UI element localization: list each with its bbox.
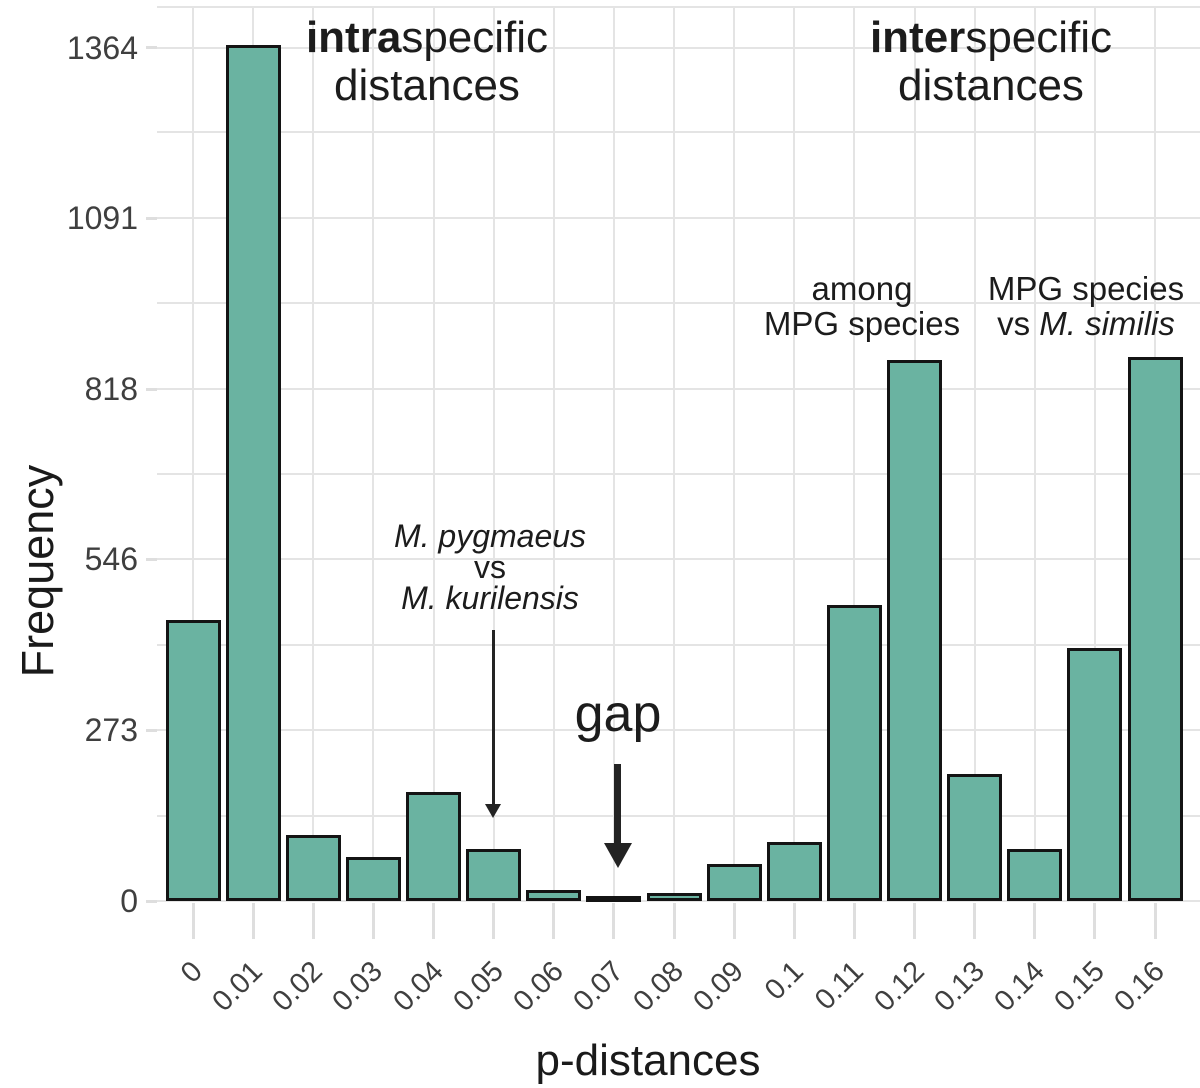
bar-0.09: [706, 863, 762, 901]
x-gridline-0.05: [492, 7, 495, 901]
annotation-among-mpg: among MPG species: [712, 271, 1012, 341]
x-tick-0.12: [913, 903, 916, 939]
x-tick-0.07: [612, 903, 616, 939]
annotation-interspecific: interspecific distances: [791, 14, 1191, 110]
bar-0: [165, 619, 221, 901]
x-gridline-0.06: [552, 7, 555, 901]
y-axis-title: Frequency: [12, 464, 63, 678]
y-gridline-273: [157, 729, 1200, 732]
y-tick-label-273: 273: [84, 712, 138, 749]
x-gridline-0.1: [793, 7, 796, 901]
y-tick-label-1091: 1091: [66, 200, 138, 237]
thin-arrow-shaft: [492, 630, 495, 806]
y-minor-gridline: [157, 302, 1200, 305]
bar-0.02: [285, 835, 341, 901]
x-gridline-0.08: [673, 7, 675, 901]
x-tick-0.05: [492, 903, 496, 939]
bar-0.07: [586, 896, 642, 902]
y-gridline-546: [157, 558, 1200, 561]
bar-0.08: [646, 892, 702, 901]
x-tick-0.04: [432, 903, 435, 939]
annotation-pygmaeus-kurilensis: M. pygmaeus vs M. kurilensis: [340, 518, 640, 616]
bar-0.14: [1007, 849, 1063, 901]
y-minor-gridline: [157, 814, 1200, 817]
y-gridline-818: [157, 388, 1200, 391]
y-tick-label-0: 0: [120, 883, 138, 919]
x-gridline-0.09: [733, 7, 736, 901]
x-gridline-0.03: [372, 7, 375, 901]
y-gridline-1091: [157, 217, 1200, 220]
x-gridline-0.11: [853, 7, 856, 901]
x-tick-0.08: [672, 903, 676, 939]
x-tick-0.16: [1153, 903, 1157, 939]
y-tick-0: [146, 899, 157, 903]
bar-0.1: [766, 841, 822, 901]
annotation-intraspecific-line1: intraspecific: [305, 13, 549, 62]
annotation-interspecific-line2: distances: [898, 61, 1084, 110]
annotation-mpg-vs-similis: MPG species vs M. similis: [936, 271, 1200, 341]
x-gridline-0.07: [612, 7, 615, 901]
y-tick-273: [146, 728, 157, 732]
x-tick-0.02: [311, 903, 315, 939]
x-gridline-0.13: [973, 7, 976, 901]
bar-0.05: [466, 849, 522, 901]
x-tick-0.11: [852, 903, 856, 939]
annotation-pygmaeus-line1: M. pygmaeus: [393, 518, 587, 554]
y-tick-546: [146, 557, 157, 561]
bar-0.11: [826, 605, 882, 901]
y-gridline-1364: [157, 46, 1200, 49]
x-gridline-0: [192, 7, 194, 901]
bar-0.01: [225, 44, 281, 901]
x-tick-0: [191, 903, 195, 939]
bar-0.12: [887, 359, 942, 901]
x-tick-0.06: [552, 903, 556, 939]
y-minor-gridline: [157, 643, 1200, 646]
annotation-pygmaeus-line3: M. kurilensis: [401, 580, 579, 616]
annotation-intraspecific: intraspecific distances: [227, 14, 627, 110]
x-tick-0.01: [251, 903, 255, 939]
y-tick-label-818: 818: [84, 371, 138, 408]
x-tick-0.14: [1033, 903, 1037, 939]
x-tick-0.03: [371, 903, 375, 939]
x-gridline-0.14: [1033, 7, 1036, 901]
y-minor-gridline: [157, 5, 1200, 8]
annotation-interspecific-line1: interspecific: [869, 13, 1113, 62]
bar-0.06: [526, 889, 582, 901]
annotation-mpg-line1: MPG species: [987, 270, 1185, 307]
annotation-gap: gap: [574, 685, 662, 743]
x-gridline-0.02: [312, 7, 315, 901]
annotation-among-line1: among: [811, 270, 913, 307]
annotation-among-line2: MPG species: [763, 305, 961, 342]
thin-arrow-head-icon: [485, 804, 501, 818]
x-gridline-0.04: [432, 7, 435, 901]
y-tick-label-1364: 1364: [66, 29, 138, 66]
bar-0.15: [1067, 647, 1123, 901]
y-minor-gridline: [157, 472, 1200, 475]
x-gridline-0.15: [1093, 7, 1096, 901]
y-tick-818: [146, 387, 157, 391]
x-tick-0.1: [792, 903, 796, 939]
bar-0.03: [345, 856, 401, 901]
y-tick-1364: [146, 46, 157, 50]
x-tick-0.15: [1093, 903, 1097, 939]
x-tick-0.09: [732, 903, 736, 939]
annotation-intraspecific-line2: distances: [334, 61, 520, 110]
y-tick-label-546: 546: [84, 541, 138, 578]
gap-arrow-head-icon: [604, 843, 632, 868]
bar-0.16: [1127, 356, 1183, 901]
y-gridline-0: [157, 900, 1200, 902]
y-tick-1091: [146, 216, 157, 220]
x-tick-0.13: [973, 903, 977, 939]
annotation-pygmaeus-vs: vs: [474, 549, 506, 585]
annotation-mpg-line2: vs M. similis: [997, 305, 1175, 342]
bar-0.04: [406, 791, 461, 901]
x-axis-title: p-distances: [535, 1036, 761, 1085]
gap-arrow-shaft: [614, 764, 621, 845]
y-minor-gridline: [157, 131, 1200, 134]
bar-0.13: [947, 774, 1003, 901]
